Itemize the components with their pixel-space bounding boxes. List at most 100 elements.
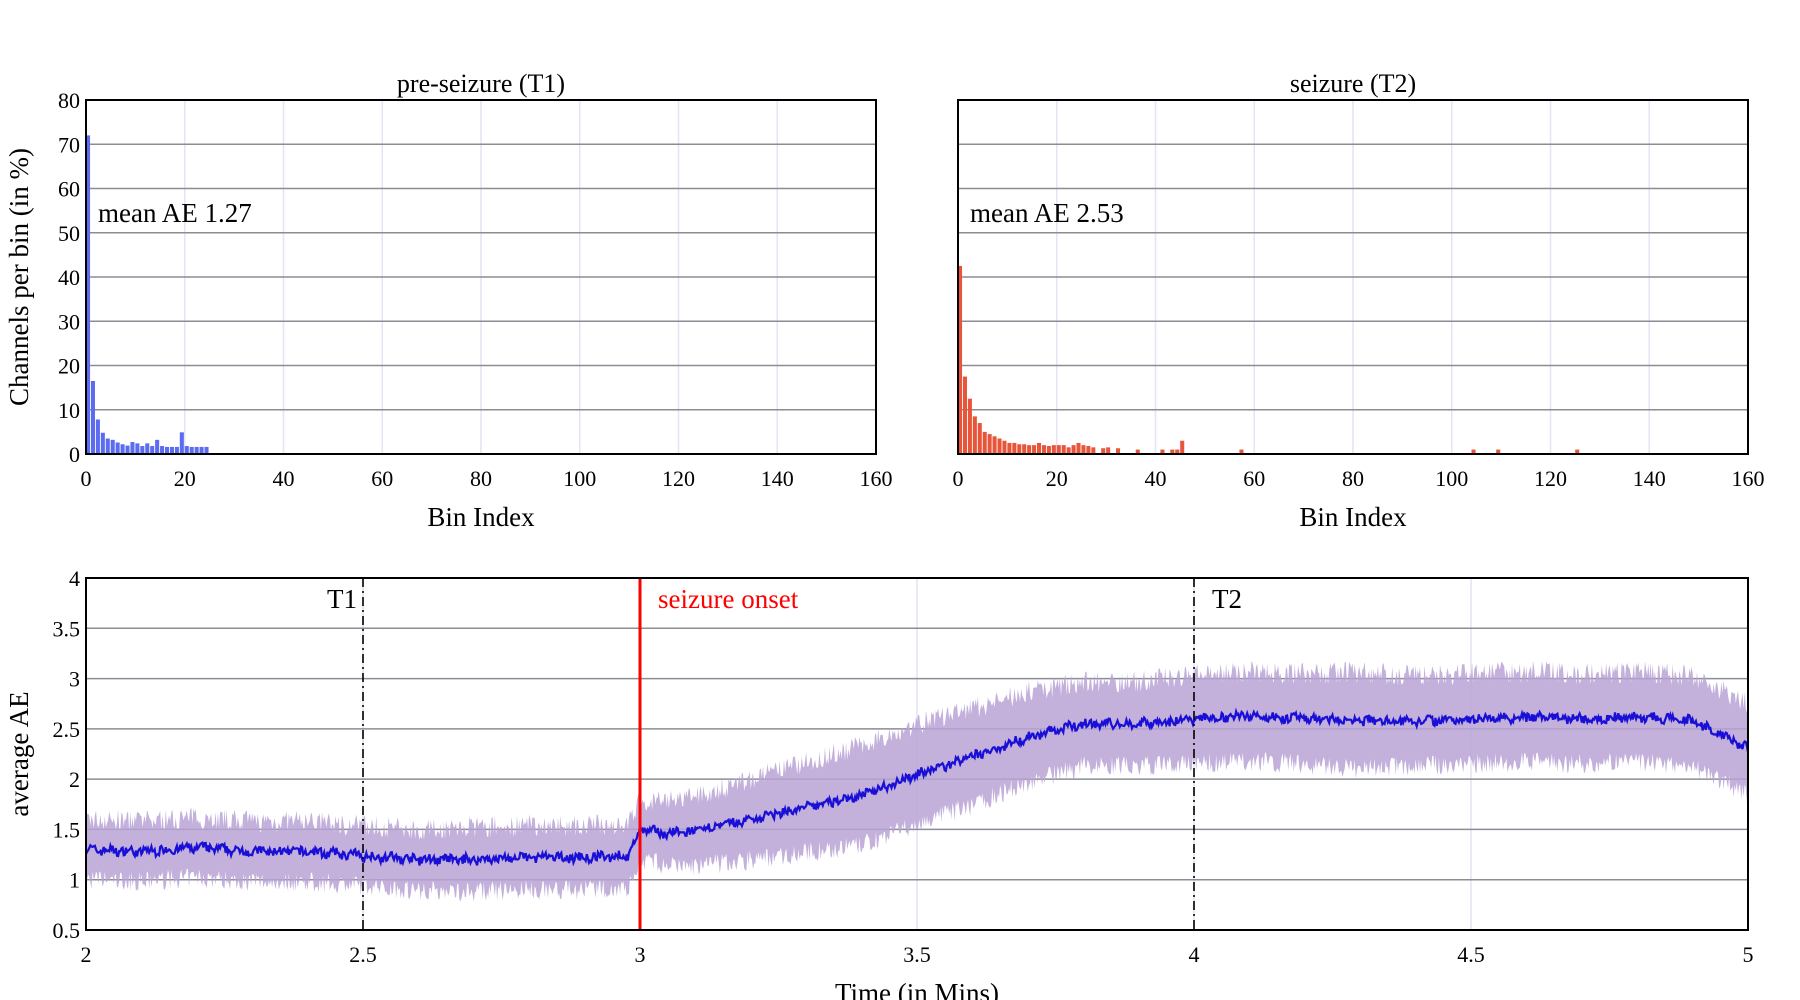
bar [987,434,992,454]
bar [997,438,1002,454]
x-axis-title: Bin Index [1299,502,1407,532]
mean-annotation: mean AE 2.53 [970,198,1124,228]
y-tick-label: 60 [58,177,80,202]
bar [155,439,160,454]
marker-label: seizure onset [658,584,799,614]
x-tick-label: 4.5 [1457,942,1485,967]
bar [1135,449,1140,454]
bar [992,436,997,454]
y-tick-label: 80 [58,88,80,113]
bar [100,432,105,454]
y-tick-label: 2.5 [53,717,81,742]
bar [184,446,189,454]
panel-2: T1 seizure onset T2 2 2.5 3 3.5 4 4.5 5 0.5 1 1.5 2 2.… [4,566,1754,1000]
x-axis-title: Bin Index [427,502,535,532]
bar [110,439,115,454]
bar [977,423,982,454]
bar [95,419,100,454]
bar [958,265,963,454]
y-tick-label: 3.5 [53,616,81,641]
x-tick-label: 20 [1046,466,1068,491]
plot-frame [85,99,877,455]
bar [1180,440,1185,454]
bar [115,442,120,454]
bar [1101,448,1106,454]
bar [972,416,977,454]
bars [86,135,209,454]
bar [967,398,972,454]
x-tick-label: 2.5 [349,942,377,967]
y-tick-label: 0 [69,442,80,467]
bar [1032,445,1037,454]
y-tick-label: 30 [58,309,80,334]
bar [125,445,130,454]
panel-title: seizure (T2) [1290,69,1416,98]
y-axis-title: Channels per bin (in %) [4,148,34,406]
x-tick-label: 20 [174,466,196,491]
bar [982,431,987,454]
bar [1037,442,1042,454]
y-tick-label: 0.5 [53,918,81,943]
x-ticks: 0 20 40 60 80 100 120 140 160 [81,466,893,491]
bar [90,380,95,454]
bar [1106,447,1111,454]
y-ticks: 0.5 1 1.5 2 2.5 3 3.5 4 [53,566,81,943]
bar [140,446,145,454]
marker-label: T1 [327,584,357,614]
x-tick-label: 40 [1145,466,1167,491]
plot-frame [85,577,1749,931]
bar [169,446,174,454]
y-tick-label: 3 [69,667,80,692]
y-tick-label: 1.5 [53,817,81,842]
bar [1007,442,1012,454]
bar [1160,449,1165,454]
x-ticks: 0 20 40 60 80 100 120 140 160 [953,466,1765,491]
x-tick-label: 80 [470,466,492,491]
bar [1022,444,1027,454]
bar [174,446,179,454]
bar [1051,445,1056,454]
mean-annotation: mean AE 1.27 [98,198,252,228]
y-tick-label: 4 [69,566,80,591]
bar [1170,449,1175,454]
x-tick-label: 100 [563,466,596,491]
bar [150,446,155,454]
spread-band [86,660,1748,902]
x-axis-title: Time (in Mins) [835,978,999,1000]
x-tick-label: 140 [761,466,794,491]
bar [1061,445,1066,454]
x-ticks: 2 2.5 3 3.5 4 4.5 5 [81,942,1754,967]
y-tick-label: 2 [69,767,80,792]
y-ticks: 0 10 20 30 40 50 60 70 80 [58,88,80,467]
bar [1071,445,1076,454]
y-tick-label: 70 [58,132,80,157]
bar [194,446,199,454]
y-tick-label: 1 [69,868,80,893]
y-tick-label: 40 [58,265,80,290]
bar [120,444,125,454]
bar [1046,446,1051,454]
bar [1066,447,1071,454]
bar [199,446,204,454]
y-axis-title: average AE [4,691,34,816]
panel-0: mean AE 1.27 0 20 40 60 80 100 120 140 160 0 10 20 30… [4,69,893,532]
bar [1002,440,1007,454]
bar [1496,449,1501,454]
x-tick-label: 120 [662,466,695,491]
marker-label: T2 [1212,584,1242,614]
bar [1081,445,1086,454]
bar [105,438,110,454]
bar [179,432,184,454]
x-tick-label: 0 [953,466,964,491]
x-tick-label: 2 [81,942,92,967]
panel-1: mean AE 2.53 0 20 40 60 80 100 120 140 160 Bin Ind… [953,69,1765,532]
bar [1175,449,1180,454]
bar [1017,444,1022,454]
bar [130,442,135,454]
x-tick-label: 80 [1342,466,1364,491]
bar [160,446,165,454]
bar [1091,447,1096,454]
bar [1116,448,1121,454]
y-tick-label: 50 [58,221,80,246]
